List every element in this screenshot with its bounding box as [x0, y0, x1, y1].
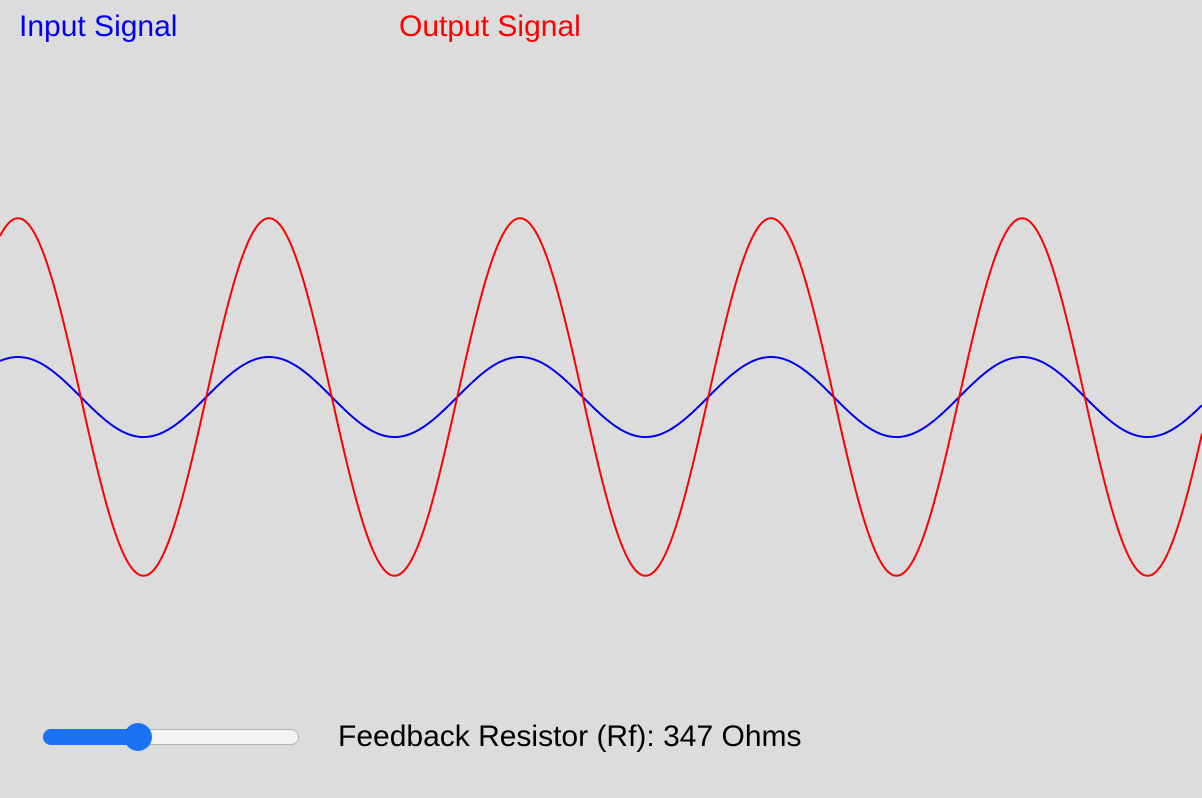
input-signal-line — [0, 355, 1202, 439]
input-signal-label: Input Signal — [19, 10, 178, 43]
controls-bar: Feedback Resistor (Rf): 347 Ohms — [0, 712, 1202, 764]
feedback-resistor-slider[interactable] — [43, 723, 299, 751]
rf-unit: Ohms — [721, 720, 802, 753]
slider-fill — [43, 729, 138, 745]
rf-value: 347 — [663, 720, 714, 753]
rf-label: Feedback Resistor (Rf): — [338, 720, 655, 753]
feedback-resistor-readout: Feedback Resistor (Rf): 347 Ohms — [338, 719, 802, 755]
output-signal-label: Output Signal — [399, 10, 581, 43]
output-signal-line — [0, 217, 1202, 577]
slider-thumb[interactable] — [124, 723, 152, 751]
